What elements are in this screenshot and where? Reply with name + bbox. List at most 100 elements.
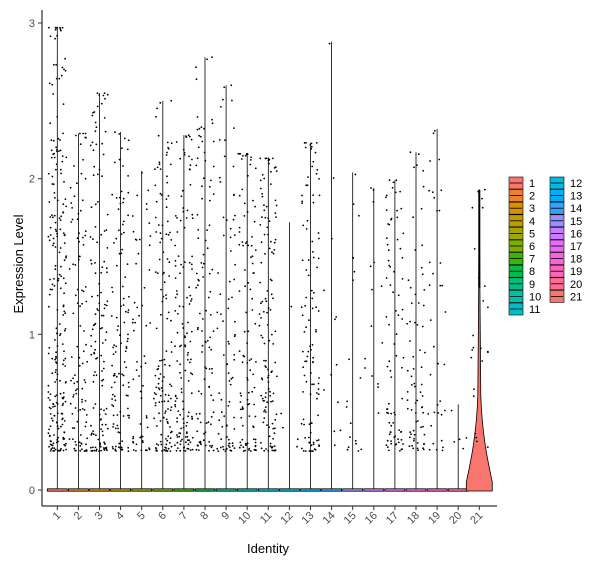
data-point <box>140 435 143 438</box>
data-point <box>399 247 402 250</box>
data-point <box>187 443 190 446</box>
data-point <box>317 439 320 441</box>
data-point <box>61 343 64 345</box>
data-point <box>79 143 82 146</box>
data-point <box>259 179 262 182</box>
data-point <box>55 163 58 166</box>
data-point <box>439 284 442 287</box>
data-point <box>58 251 61 254</box>
data-point <box>135 369 138 371</box>
data-point <box>243 202 246 205</box>
data-point <box>184 344 186 347</box>
data-point <box>96 173 99 176</box>
data-point <box>179 414 182 416</box>
data-point <box>471 349 474 351</box>
data-point <box>106 449 108 452</box>
data-point <box>62 359 65 362</box>
data-point <box>166 181 169 184</box>
data-point <box>62 402 64 405</box>
data-point <box>120 448 123 451</box>
data-point <box>227 438 230 441</box>
data-point <box>260 442 262 444</box>
x-tick-label: 9 <box>219 510 232 523</box>
data-point <box>96 308 99 310</box>
data-point <box>304 450 307 452</box>
data-point <box>64 328 67 330</box>
data-point <box>159 440 162 443</box>
data-point <box>416 447 419 450</box>
data-point <box>58 273 61 276</box>
x-tick-label: 18 <box>405 510 422 527</box>
data-point <box>439 262 442 264</box>
data-point <box>169 426 171 428</box>
data-point <box>47 235 50 238</box>
data-point <box>165 297 168 300</box>
data-point <box>253 386 256 389</box>
data-point <box>471 206 474 209</box>
data-point <box>98 450 100 452</box>
data-point <box>133 329 135 332</box>
data-point <box>263 342 266 345</box>
data-point <box>180 344 183 347</box>
data-point <box>166 151 168 154</box>
data-point <box>174 244 177 247</box>
data-point <box>197 278 200 281</box>
data-point <box>96 294 99 297</box>
data-point <box>208 386 211 388</box>
data-point <box>364 367 366 369</box>
data-point <box>397 294 400 297</box>
data-point <box>222 98 224 101</box>
data-point <box>201 344 204 347</box>
data-point <box>211 118 213 121</box>
data-point <box>218 139 221 141</box>
data-point <box>275 170 278 173</box>
data-point <box>77 258 80 261</box>
data-point <box>155 393 157 396</box>
data-point <box>84 234 87 237</box>
data-point <box>274 361 277 364</box>
data-point <box>78 232 80 235</box>
data-point <box>486 446 489 448</box>
data-point <box>50 440 52 443</box>
data-point <box>249 369 252 372</box>
data-point <box>209 290 212 293</box>
data-point <box>162 416 165 419</box>
data-point <box>271 446 273 449</box>
data-point <box>234 263 237 266</box>
data-point <box>370 187 372 189</box>
data-point <box>70 379 72 382</box>
data-point <box>56 332 59 335</box>
data-point <box>254 441 257 444</box>
data-point <box>301 202 304 205</box>
data-point <box>97 438 100 441</box>
data-point <box>370 325 373 327</box>
data-point <box>166 220 169 223</box>
data-point <box>56 26 59 29</box>
data-point <box>79 325 82 327</box>
data-point <box>93 374 95 377</box>
data-point <box>406 407 409 410</box>
data-point <box>189 164 192 167</box>
data-point <box>167 311 170 314</box>
data-point <box>123 361 126 363</box>
data-point <box>85 300 88 303</box>
data-point <box>353 270 356 273</box>
data-point <box>187 351 190 354</box>
data-point <box>389 284 392 286</box>
data-point <box>204 159 207 162</box>
data-point <box>52 139 55 142</box>
data-point <box>64 282 67 285</box>
data-point <box>317 257 320 260</box>
data-point <box>247 403 250 406</box>
data-point <box>270 240 272 243</box>
data-point <box>208 449 210 452</box>
data-point <box>315 330 317 333</box>
data-point <box>422 304 425 307</box>
data-point <box>396 216 399 219</box>
data-point <box>318 237 320 240</box>
data-point <box>104 447 106 449</box>
data-point <box>165 233 168 236</box>
x-tick-label: 7 <box>177 510 190 523</box>
data-point <box>223 415 226 417</box>
data-point <box>48 82 51 85</box>
